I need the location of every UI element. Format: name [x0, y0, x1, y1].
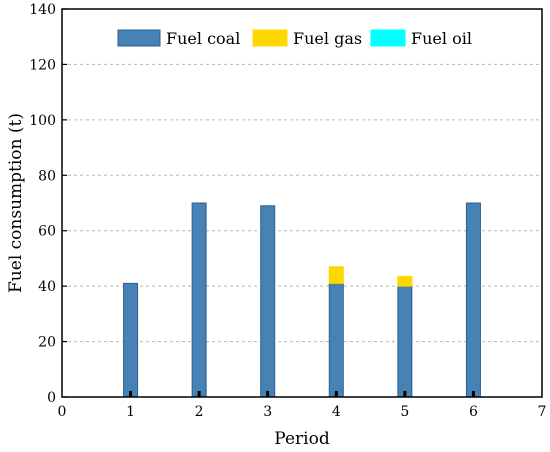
- y-tick-label-0: 0: [47, 390, 56, 406]
- bar-fuel-coal-period-5: [397, 285, 413, 398]
- plot-frame: [61, 8, 543, 398]
- legend-swatch-fuel-coal: [117, 29, 161, 47]
- x-tick-label-6: 6: [469, 404, 478, 420]
- legend-swatch-fuel-oil: [370, 29, 406, 47]
- legend-label-fuel-gas: Fuel gas: [293, 29, 362, 48]
- bar-fuel-coal-period-1: [123, 282, 139, 398]
- grid-lines: [62, 63, 542, 343]
- y-tick-label-4: 80: [38, 168, 56, 184]
- bar-fuel-gas-period-5: [397, 275, 413, 287]
- legend-label-fuel-oil: Fuel oil: [411, 29, 472, 48]
- ticks: 0 20 40 60 80 100 120 140 0 1 2 3 4 5 6 7: [29, 2, 546, 420]
- x-tick-label-7: 7: [538, 404, 547, 420]
- y-tick-label-2: 40: [38, 279, 56, 295]
- y-tick-label-6: 120: [29, 57, 56, 73]
- legend-swatch-fuel-gas: [252, 29, 288, 47]
- x-tick-label-0: 0: [58, 404, 67, 420]
- bar-fuel-coal-period-3: [260, 205, 276, 398]
- bar-fuel-gas-period-4: [328, 266, 344, 284]
- x-axis-label: Period: [274, 429, 330, 449]
- x-tick-label-5: 5: [400, 404, 409, 420]
- x-tick-label-2: 2: [195, 404, 204, 420]
- y-tick-label-5: 100: [29, 113, 56, 129]
- bar-fuel-coal-period-2: [191, 202, 207, 398]
- legend: Fuel coal Fuel gas Fuel oil: [117, 29, 472, 48]
- x-tick-label-3: 3: [263, 404, 272, 420]
- bar-fuel-coal-period-6: [465, 202, 481, 398]
- y-tick-label-3: 60: [38, 224, 56, 240]
- x-tick-label-1: 1: [126, 404, 135, 420]
- y-tick-label-7: 140: [29, 2, 56, 18]
- y-tick-label-1: 20: [38, 335, 56, 351]
- y-axis-label: Fuel consumption (t): [6, 113, 26, 293]
- bar-fuel-coal-period-4: [328, 282, 344, 398]
- legend-label-fuel-coal: Fuel coal: [166, 29, 240, 48]
- bars: [123, 202, 481, 398]
- x-tick-label-4: 4: [332, 404, 341, 420]
